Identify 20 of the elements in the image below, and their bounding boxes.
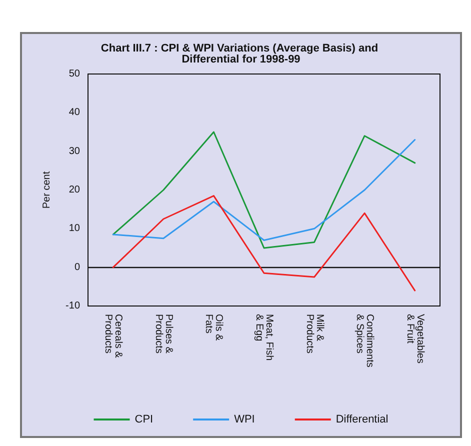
- y-tick-label: 20: [68, 184, 80, 196]
- x-tick-label: Cereals & Products: [102, 314, 124, 358]
- y-tick-label: 50: [68, 68, 80, 80]
- legend-label: CPI: [134, 414, 154, 426]
- x-tick-label: Pulses & Products: [152, 314, 174, 354]
- x-tick-label: Meat, Fish & Egg: [254, 314, 274, 361]
- y-tick-label: 40: [68, 107, 80, 118]
- line-series: [112, 195, 416, 292]
- x-tick-label: Condiments & Spices: [354, 314, 376, 368]
- x-tick-label: Vegetables & Fruit: [404, 314, 426, 364]
- x-tick-label: Milk & Products: [304, 314, 325, 354]
- chart-title: Chart III.7 : CPI & WPI Variations (Average Basis) and Differential for 1998-99: [100, 42, 382, 66]
- y-tick-label: 10: [68, 223, 80, 234]
- x-tick-label: Oils & Fats: [203, 314, 224, 341]
- y-axis-title: Per cent: [42, 171, 52, 209]
- y-tick-label: 0: [74, 262, 80, 273]
- legend-label: Differential: [336, 414, 388, 426]
- y-tick-label: 30: [68, 146, 80, 157]
- legend-label: WPI: [234, 414, 255, 426]
- y-tick-label: -10: [66, 300, 80, 312]
